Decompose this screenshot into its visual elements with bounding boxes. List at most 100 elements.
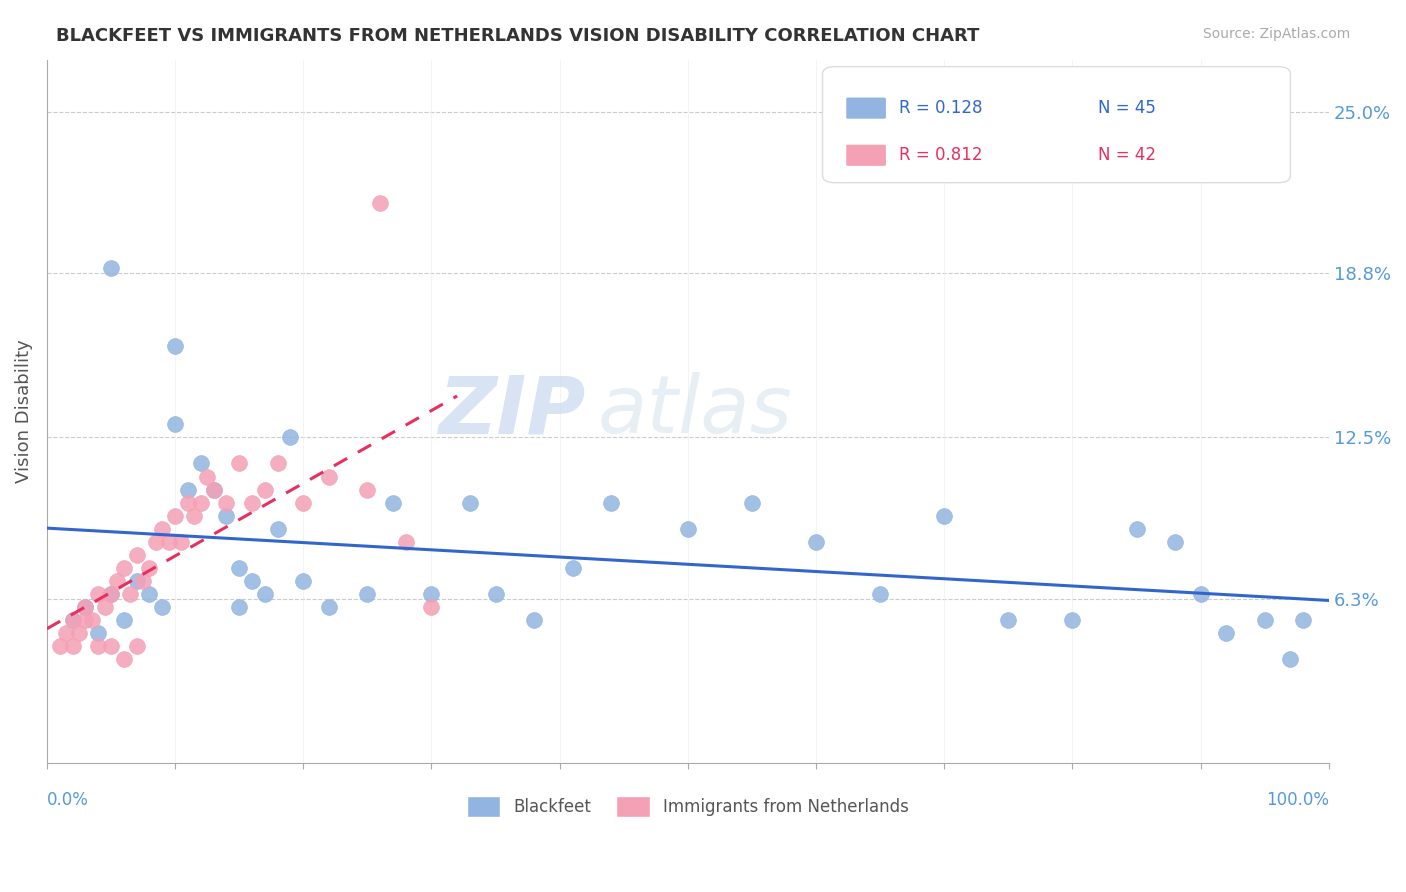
Point — [138, 560, 160, 574]
Point — [100, 639, 122, 653]
Point — [170, 534, 193, 549]
Point — [484, 587, 506, 601]
Point — [1125, 522, 1147, 536]
Point — [1215, 625, 1237, 640]
Point — [93, 599, 115, 614]
Point — [87, 587, 110, 601]
Point — [1062, 613, 1084, 627]
Text: R = 0.128: R = 0.128 — [900, 99, 983, 117]
Point — [1279, 652, 1302, 666]
Point — [190, 457, 212, 471]
Point — [1189, 587, 1212, 601]
Point — [105, 574, 128, 588]
Point — [80, 613, 103, 627]
Y-axis label: Vision Disability: Vision Disability — [15, 340, 32, 483]
FancyBboxPatch shape — [845, 97, 887, 120]
Point — [240, 574, 263, 588]
Point — [292, 574, 315, 588]
Text: BLACKFEET VS IMMIGRANTS FROM NETHERLANDS VISION DISABILITY CORRELATION CHART: BLACKFEET VS IMMIGRANTS FROM NETHERLANDS… — [56, 27, 980, 45]
Point — [112, 560, 135, 574]
Point — [228, 560, 250, 574]
Point — [55, 625, 77, 640]
Point — [741, 495, 763, 509]
Point — [997, 613, 1019, 627]
Point — [177, 495, 200, 509]
Point — [318, 469, 340, 483]
Point — [318, 599, 340, 614]
Point — [125, 548, 148, 562]
Point — [676, 522, 699, 536]
Point — [100, 587, 122, 601]
Point — [395, 534, 418, 549]
Point — [368, 195, 391, 210]
Point — [382, 495, 405, 509]
Point — [253, 587, 276, 601]
Legend: Blackfeet, Immigrants from Netherlands: Blackfeet, Immigrants from Netherlands — [458, 789, 917, 825]
Point — [62, 613, 84, 627]
Text: atlas: atlas — [598, 372, 793, 450]
Point — [240, 495, 263, 509]
Point — [87, 639, 110, 653]
Point — [1254, 613, 1277, 627]
Text: N = 45: N = 45 — [1098, 99, 1156, 117]
Point — [804, 534, 827, 549]
Text: N = 42: N = 42 — [1098, 146, 1156, 164]
Point — [253, 483, 276, 497]
Point — [112, 652, 135, 666]
Point — [266, 522, 288, 536]
Text: Source: ZipAtlas.com: Source: ZipAtlas.com — [1202, 27, 1350, 41]
Point — [62, 639, 84, 653]
Point — [420, 599, 443, 614]
Point — [190, 495, 212, 509]
Point — [934, 508, 956, 523]
Point — [292, 495, 315, 509]
Point — [266, 457, 288, 471]
FancyBboxPatch shape — [823, 67, 1291, 183]
Text: R = 0.812: R = 0.812 — [900, 146, 983, 164]
Point — [215, 495, 238, 509]
Point — [177, 483, 200, 497]
Point — [120, 587, 142, 601]
Text: 0.0%: 0.0% — [46, 791, 89, 809]
Point — [183, 508, 205, 523]
Point — [280, 430, 302, 444]
Point — [228, 599, 250, 614]
Text: 100.0%: 100.0% — [1265, 791, 1329, 809]
Point — [75, 599, 97, 614]
Point — [112, 613, 135, 627]
Text: ZIP: ZIP — [437, 372, 585, 450]
Point — [869, 587, 891, 601]
Point — [125, 639, 148, 653]
Point — [100, 261, 122, 276]
FancyBboxPatch shape — [845, 144, 887, 167]
Point — [145, 534, 167, 549]
Point — [125, 574, 148, 588]
Point — [356, 587, 378, 601]
Point — [202, 483, 225, 497]
Point — [202, 483, 225, 497]
Point — [523, 613, 546, 627]
Point — [458, 495, 481, 509]
Point — [150, 599, 173, 614]
Point — [561, 560, 583, 574]
Point — [165, 508, 187, 523]
Point — [157, 534, 180, 549]
Point — [75, 599, 97, 614]
Point — [1164, 534, 1187, 549]
Point — [420, 587, 443, 601]
Point — [100, 587, 122, 601]
Point — [165, 417, 187, 432]
Point — [215, 508, 238, 523]
Point — [165, 339, 187, 353]
Point — [75, 613, 97, 627]
Point — [62, 613, 84, 627]
Point — [195, 469, 218, 483]
Point — [48, 639, 70, 653]
Point — [132, 574, 155, 588]
Point — [150, 522, 173, 536]
Point — [1292, 613, 1315, 627]
Point — [87, 625, 110, 640]
Point — [138, 587, 160, 601]
Point — [600, 495, 623, 509]
Point — [356, 483, 378, 497]
